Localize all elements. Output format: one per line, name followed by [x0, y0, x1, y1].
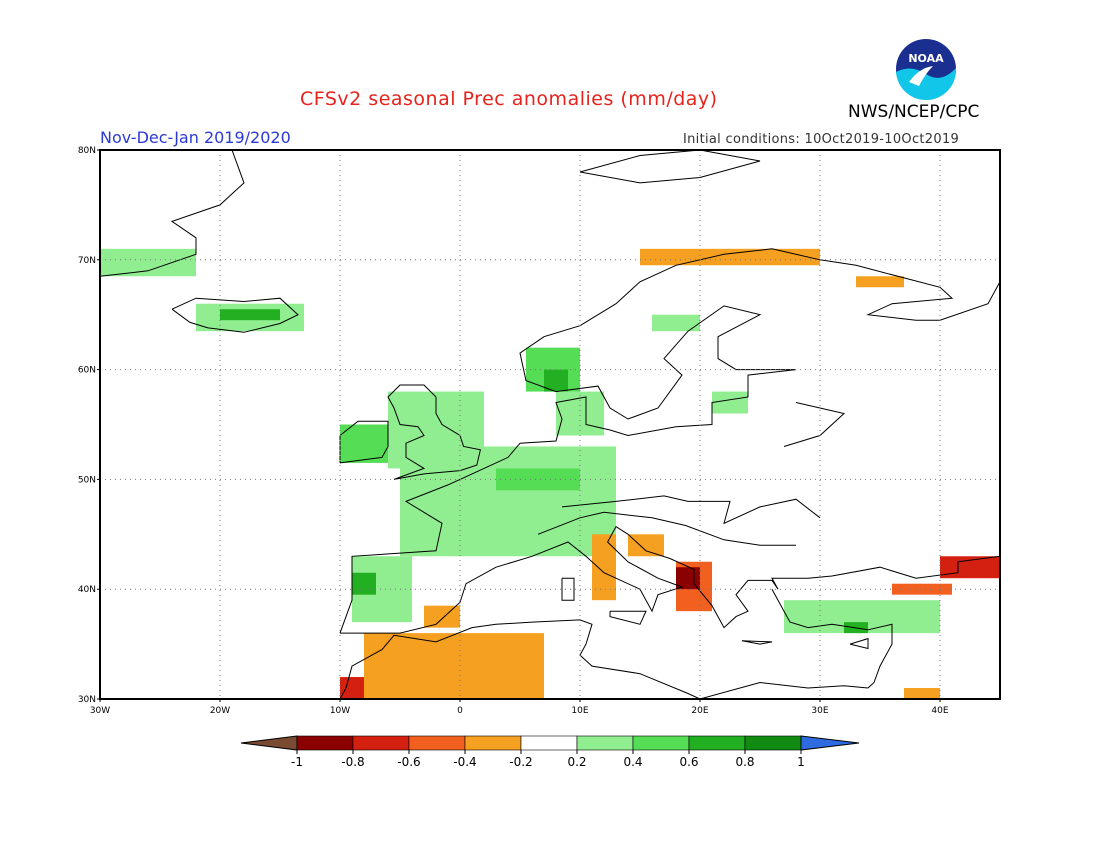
coastline	[340, 525, 1001, 634]
initial-conditions-label: Initial conditions: 10Oct2019-10Oct2019	[683, 132, 960, 147]
colorbar-tick-label: -0.8	[341, 755, 364, 769]
colorbar-segment	[464, 735, 522, 751]
anomaly-region	[220, 309, 280, 321]
map-title: CFSv2 seasonal Prec anomalies (mm/day)	[300, 88, 718, 110]
noaa-logo-text: NOAA	[908, 52, 944, 65]
colorbar-tick-label: -0.6	[397, 755, 420, 769]
colorbar-tick-label: -0.2	[509, 755, 532, 769]
colorbar-segment	[576, 735, 634, 751]
lat-tick-label: 80N	[78, 146, 96, 156]
anomaly-region	[556, 391, 604, 436]
anomaly-region	[892, 583, 952, 595]
lat-tick-label: 60N	[78, 366, 96, 376]
coastline	[171, 297, 299, 333]
colorbar-over-arrow	[800, 735, 860, 751]
colorbar-segment	[352, 735, 410, 751]
anomaly-region	[352, 572, 376, 595]
coastline	[561, 577, 575, 601]
anomaly-region	[856, 276, 904, 288]
colorbar-tick-label: -1	[291, 755, 303, 769]
lon-tick-label: 20E	[691, 706, 708, 716]
noaa-logo: NOAA	[896, 39, 957, 100]
anomaly-region	[640, 248, 820, 266]
colorbar-tick-label: 1	[797, 755, 805, 769]
colorbar: -1 -0.8 -0.6 -0.4 -0.2 0.2 0.4 0.6 0.8 1	[240, 735, 860, 769]
graticule	[100, 150, 1000, 699]
colorbar-under-arrow	[240, 735, 298, 751]
map-frame	[99, 149, 1001, 700]
coastline	[579, 149, 761, 184]
coastline	[609, 610, 647, 625]
period-label: Nov-Dec-Jan 2019/2020	[100, 128, 291, 147]
anomaly-region	[340, 677, 364, 699]
anomaly-region	[712, 391, 748, 414]
lon-tick-label: 20W	[210, 706, 230, 716]
anomaly-region	[400, 446, 616, 557]
colorbar-segment	[688, 735, 746, 751]
anomaly-region	[496, 468, 580, 491]
coastline	[387, 384, 482, 480]
lon-tick-label: 0	[457, 706, 463, 716]
lat-tick-label: 70N	[78, 256, 96, 266]
coastline	[256, 619, 869, 700]
anomaly-region	[364, 633, 544, 699]
colorbar-segment	[520, 735, 578, 751]
lon-tick-label: 10E	[571, 706, 588, 716]
coastline	[99, 149, 245, 277]
colorbar-tick-label: 0.2	[567, 755, 586, 769]
colorbar-segment	[632, 735, 690, 751]
lat-tick-label: 40N	[78, 585, 96, 595]
colorbar-segment	[408, 735, 466, 751]
anomaly-region	[100, 248, 196, 277]
lon-tick-label: 30W	[90, 706, 110, 716]
colorbar-tick-label: 0.6	[679, 755, 698, 769]
coastline	[771, 588, 893, 689]
org-label: NWS/NCEP/CPC	[848, 102, 980, 122]
lon-tick-label: 10W	[330, 706, 350, 716]
colorbar-segment	[296, 735, 354, 751]
lon-tick-label: 30E	[811, 706, 828, 716]
colorbar-segment	[744, 735, 802, 751]
colorbar-tick-label: 0.4	[623, 755, 642, 769]
coastline	[537, 511, 796, 546]
lon-tick-label: 40E	[931, 706, 948, 716]
anomaly-region	[940, 556, 1000, 579]
coastline	[783, 402, 846, 447]
axis-labels: 30N 40N 50N 60N 70N 80N 30W 20W 10W 0 10E 20E 30E 40E	[78, 146, 949, 716]
anomaly-cells	[100, 248, 1000, 699]
lat-tick-label: 50N	[78, 475, 96, 485]
anomaly-region	[904, 688, 940, 699]
lat-tick-label: 30N	[78, 695, 96, 705]
coastline	[561, 495, 821, 525]
anomaly-region	[628, 534, 664, 557]
colorbar-tick-label: -0.4	[453, 755, 476, 769]
coastline	[849, 637, 869, 650]
anomaly-region	[424, 605, 460, 628]
anomaly-region	[592, 534, 616, 601]
anomaly-region	[340, 424, 388, 463]
anomaly-region	[544, 369, 568, 392]
anomaly-region	[652, 314, 700, 332]
colorbar-tick-label: 0.8	[735, 755, 754, 769]
coastline	[741, 640, 773, 645]
